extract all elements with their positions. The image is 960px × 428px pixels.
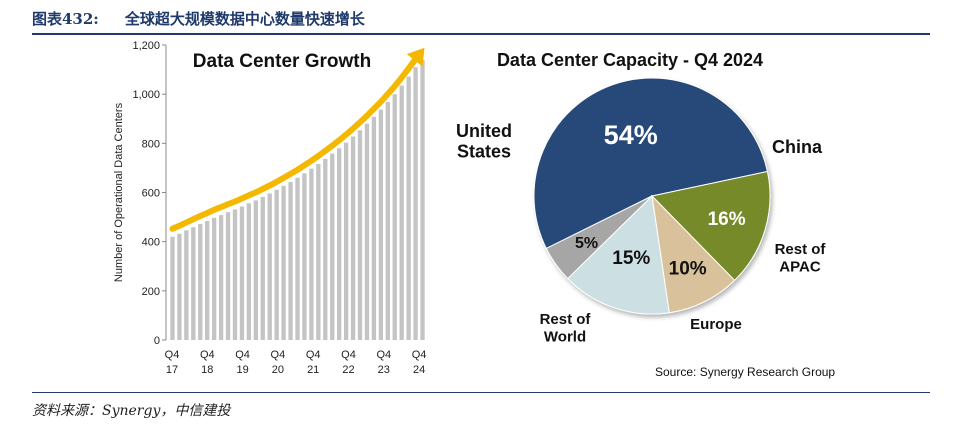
- bar: [260, 196, 265, 340]
- bar: [413, 67, 418, 340]
- pie-chart-title: Data Center Capacity - Q4 2024: [497, 50, 763, 70]
- bar: [323, 158, 328, 340]
- x-tick-label-year: 23: [378, 364, 390, 376]
- trend-arrow-line: [169, 56, 419, 232]
- x-tick-label-year: 17: [166, 364, 178, 376]
- pie-slices: [533, 77, 771, 315]
- figure-title: 图表432: 全球超大规模数据中心数量快速增长: [32, 8, 365, 29]
- bar: [184, 230, 189, 340]
- bar: [364, 123, 370, 341]
- bar: [218, 215, 224, 340]
- bar: [274, 189, 279, 340]
- bar-chart: 0 200 400 600 800 1,000 1,200 Number of Operati…: [113, 40, 426, 376]
- x-tick-label-quarter: Q4: [306, 349, 321, 361]
- bar: [385, 102, 390, 341]
- pie-percent-label: 16%: [708, 209, 746, 230]
- x-tick-label-quarter: Q4: [341, 349, 356, 361]
- pie-slice-europe: [566, 194, 670, 315]
- bar: [191, 227, 196, 340]
- bar: [371, 116, 377, 341]
- pie-category-label: Rest of World: [540, 311, 592, 345]
- y-tick-label: 600: [142, 188, 160, 200]
- bar: [337, 148, 342, 340]
- x-tick-label-year: 19: [236, 364, 248, 376]
- pie-slice-rest-of-apac: [651, 194, 736, 314]
- bar: [281, 185, 286, 340]
- pie-source-note: Source: Synergy Research Group: [655, 365, 836, 379]
- x-tick-label-year: 22: [342, 364, 354, 376]
- bar: [205, 221, 210, 340]
- bar: [330, 153, 335, 340]
- x-tick-label-quarter: Q4: [376, 349, 391, 361]
- bar: [316, 163, 321, 340]
- bar: [177, 233, 182, 340]
- pie-category-label: China: [772, 137, 823, 157]
- pie-percent-label: 54%: [604, 120, 658, 150]
- pie-slice-rest-of-world: [545, 195, 653, 280]
- figure-source: 资料来源：Synergy，中信建投: [32, 403, 231, 419]
- bar: [420, 59, 425, 340]
- top-rule: [32, 33, 930, 35]
- x-tick-label-quarter: Q4: [271, 349, 286, 361]
- bottom-rule: [32, 392, 930, 393]
- y-tick-label: 0: [154, 335, 160, 347]
- bar: [232, 209, 238, 340]
- x-tick-label-quarter: Q4: [200, 349, 215, 361]
- figure-number: 图表432:: [32, 10, 99, 28]
- bar: [239, 206, 245, 340]
- bar: [170, 236, 175, 340]
- bar: [392, 94, 397, 341]
- pie-percent-label: 10%: [669, 259, 707, 280]
- bar: [378, 109, 384, 340]
- bar: [302, 173, 307, 340]
- bar: [399, 85, 404, 340]
- pie-category-label: United States: [456, 121, 512, 162]
- x-tick-label-quarter: Q4: [165, 349, 180, 361]
- y-tick-label: 200: [142, 286, 160, 298]
- bar: [343, 142, 349, 340]
- bar: [357, 130, 363, 340]
- y-tick-label: 400: [142, 237, 160, 249]
- trend-arrow-head: [406, 47, 425, 67]
- pie-percent-label: 5%: [575, 235, 598, 252]
- pie-category-label: Rest of APAC: [775, 241, 827, 275]
- bar: [288, 181, 293, 340]
- pie-chart: Data Center Capacity - Q4 2024 54% 16% 10% 1…: [456, 50, 826, 345]
- bar: [295, 177, 300, 340]
- pie-slice-china: [651, 170, 771, 282]
- y-tick-label: 800: [142, 138, 160, 150]
- y-tick-label: 1,200: [132, 40, 160, 52]
- bar: [309, 168, 314, 340]
- x-tick-label-year: 21: [307, 364, 319, 376]
- bar: [246, 203, 252, 340]
- bar: [198, 223, 203, 340]
- pie-category-label: Europe: [690, 316, 742, 333]
- bar-chart-title: Data Center Growth: [193, 51, 371, 72]
- bar: [225, 212, 231, 340]
- x-tick-label-quarter: Q4: [412, 349, 427, 361]
- pie-percent-label: 15%: [612, 248, 650, 269]
- x-tick-label-year: 24: [413, 364, 425, 376]
- y-axis-label: Number of Operational Data Centers: [113, 102, 125, 282]
- pie-slice-united-states: [533, 77, 769, 250]
- x-tick-label-year: 18: [201, 364, 213, 376]
- bar: [211, 217, 217, 340]
- figure-caption: 全球超大规模数据中心数量快速增长: [124, 10, 365, 28]
- bar: [267, 193, 272, 340]
- x-tick-label-quarter: Q4: [235, 349, 250, 361]
- y-tick-label: 1,000: [132, 89, 160, 101]
- bar: [406, 76, 411, 340]
- bar: [350, 136, 356, 340]
- bar: [253, 200, 258, 340]
- x-tick-label-year: 20: [272, 364, 284, 376]
